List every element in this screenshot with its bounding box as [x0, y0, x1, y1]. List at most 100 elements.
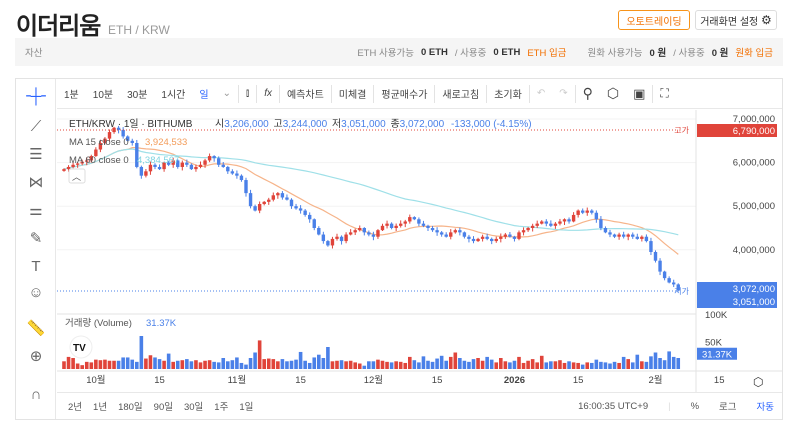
zoom-search-icon[interactable]: ⚲: [582, 85, 593, 101]
range-1d[interactable]: 1일: [239, 402, 254, 413]
settings-label: 거래화면 설정: [700, 16, 759, 28]
collapse-arrow[interactable]: ︿: [68, 168, 86, 184]
emoji-icon[interactable]: ☺: [28, 283, 44, 301]
asset-label: 자산: [25, 48, 43, 59]
brush-icon[interactable]: ✎: [29, 230, 43, 247]
crosshair-icon[interactable]: ╶┼╴: [21, 88, 51, 105]
interval-day[interactable]: 일: [199, 90, 209, 101]
interval-1h[interactable]: 1시간: [161, 90, 186, 101]
range-180d[interactable]: 180일: [118, 402, 143, 413]
asset-bar: 자산 ETH 사용가능 0 ETH / 사용중 0 ETH ETH 입금 원화 …: [15, 38, 783, 66]
volume-bar: [421, 356, 426, 369]
candle: [549, 223, 553, 226]
drawing-toolbar: ╶┼╴ ⟋ ☰ ⋈ ⚌ ✎ T ☺ 📏 ⊕ ∩: [16, 79, 56, 419]
candle: [312, 219, 316, 228]
candle: [226, 166, 230, 172]
reset-button[interactable]: 초기화: [494, 90, 522, 101]
candle: [608, 232, 612, 235]
ma60-label: MA 60 close 0: [69, 155, 129, 166]
volume-bar: [612, 361, 617, 369]
volume-bar: [494, 362, 499, 369]
volume-bar: [558, 360, 562, 369]
candle: [180, 162, 184, 167]
volume-bar: [98, 360, 103, 369]
magnet-icon[interactable]: ∩: [30, 385, 42, 403]
candle: [417, 219, 421, 224]
auto-toggle[interactable]: 자동: [756, 402, 774, 413]
zoom-in-icon[interactable]: ⊕: [29, 348, 43, 365]
volume-bar: [339, 360, 344, 369]
ruler-icon[interactable]: 📏: [26, 320, 46, 337]
log-toggle[interactable]: 로그: [719, 402, 737, 413]
candle: [426, 225, 430, 228]
candle: [89, 156, 93, 161]
candle: [672, 282, 676, 285]
eth-deposit-link[interactable]: ETH 입금: [527, 48, 567, 59]
candle: [135, 142, 139, 167]
candle: [66, 166, 71, 170]
indicator-fx-icon[interactable]: fx: [264, 88, 272, 99]
range-1w[interactable]: 1주: [214, 402, 229, 413]
volume-bar: [298, 351, 303, 369]
chevron-down-icon[interactable]: ⌄: [222, 88, 231, 99]
candle: [603, 228, 608, 233]
legend-ohlc: 시3,206,000 고3,244,000 저3,051,000 종3,072,…: [215, 118, 532, 130]
range-2y[interactable]: 2년: [68, 402, 83, 413]
refresh-button[interactable]: 새로고침: [442, 90, 480, 101]
price-chart[interactable]: 고가 저가 ETH/KRW · 1일 · BITHUMB 시3,206,000 …: [57, 110, 782, 392]
volume-bar: [248, 358, 253, 369]
candle: [130, 140, 134, 143]
axis-settings-icon[interactable]: ⬡: [753, 375, 763, 389]
volume-bar: [71, 358, 75, 369]
candle: [317, 228, 321, 235]
krw-deposit-link[interactable]: 원화 입금: [735, 48, 773, 59]
range-1y[interactable]: 1년: [93, 402, 108, 413]
trade-settings-button[interactable]: 거래화면 설정 ⚙: [695, 10, 777, 30]
volume-bar: [376, 359, 380, 369]
volume-bar: [653, 352, 658, 369]
undo-icon[interactable]: ↶: [536, 88, 546, 99]
candle: [358, 228, 362, 231]
bottom-bar: 2년 1년 180일 90일 30일 1주 1일 16:00:35 UTC+9 …: [57, 392, 782, 419]
interval-10m[interactable]: 10분: [92, 90, 114, 101]
percent-toggle[interactable]: %: [690, 400, 700, 412]
candle: [80, 161, 84, 164]
auto-trading-button[interactable]: 오토트레이딩: [618, 10, 690, 30]
pattern-icon[interactable]: ⋈: [28, 174, 44, 191]
interval-30m[interactable]: 30분: [127, 90, 148, 101]
candle: [430, 228, 435, 231]
candle: [394, 225, 398, 228]
krw-available: 0 원: [649, 48, 667, 59]
text-icon[interactable]: T: [31, 257, 41, 275]
volume-bar: [162, 360, 166, 369]
high-price-tag-bg: [697, 124, 777, 137]
volume-bar: [571, 362, 576, 369]
volume-bar: [212, 361, 216, 369]
interval-1m[interactable]: 1분: [64, 90, 79, 101]
camera-icon[interactable]: ▣: [633, 85, 646, 101]
redo-icon[interactable]: ↷: [559, 88, 568, 99]
trend-line-icon[interactable]: ⟋: [30, 117, 42, 135]
legend-symbol: ETH/KRW · 1일 · BITHUMB: [69, 118, 193, 130]
range-30d[interactable]: 30일: [183, 402, 204, 413]
forecast-chart-button[interactable]: 예측차트: [286, 90, 324, 101]
candle: [162, 162, 166, 170]
clock[interactable]: 16:00:35 UTC+9: [578, 400, 649, 412]
candle: [530, 225, 535, 228]
settings-hex-icon[interactable]: ⬡: [606, 85, 620, 101]
pair-label: ETH / KRW: [108, 23, 170, 37]
volume-bar: [312, 357, 317, 369]
open-orders-button[interactable]: 미체결: [338, 90, 367, 101]
fib-icon[interactable]: ⚌: [29, 202, 43, 219]
horizontal-lines-icon[interactable]: ☰: [29, 146, 43, 163]
fullscreen-icon[interactable]: ⛶: [660, 86, 669, 100]
candle: [294, 206, 298, 209]
volume-bar: [512, 360, 517, 369]
avg-price-button[interactable]: 평균매수가: [381, 90, 428, 101]
volume-bar: [580, 364, 585, 369]
time-tick: 15: [573, 375, 584, 386]
candle: [330, 238, 335, 246]
candle: [203, 160, 207, 165]
candle-type-icon[interactable]: ⫾: [245, 88, 250, 99]
range-90d[interactable]: 90일: [153, 402, 173, 413]
